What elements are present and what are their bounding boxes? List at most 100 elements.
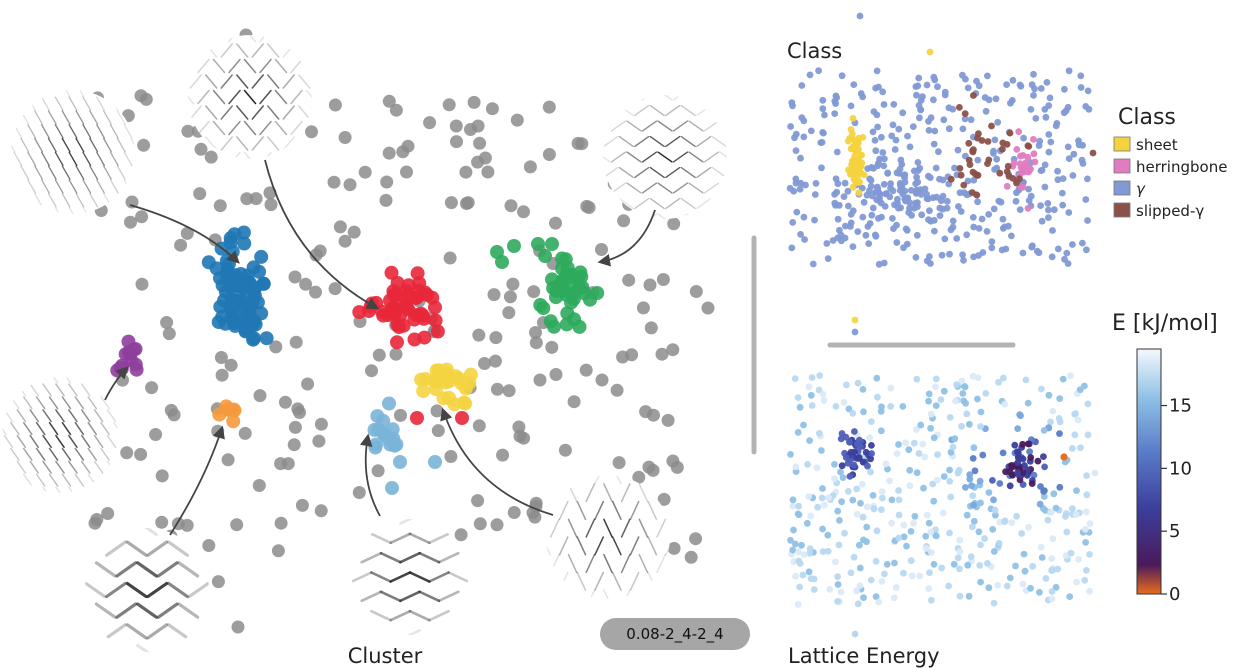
- motif-molecule: [29, 383, 40, 397]
- unclustered-point: [496, 448, 510, 462]
- energy-point: [795, 502, 802, 510]
- cluster-point: [259, 331, 274, 346]
- class-point-gamma: [1082, 196, 1090, 203]
- energy-point: [824, 531, 832, 539]
- motif-molecule: [634, 135, 650, 148]
- cluster-point: [428, 313, 443, 328]
- colorbar-ticks: 0 5 10 15: [1161, 396, 1192, 605]
- class-point-gamma: [926, 207, 933, 215]
- unclustered-point: [667, 217, 681, 231]
- unclustered-point: [135, 210, 149, 224]
- unclustered-point: [656, 273, 670, 286]
- motif-molecule: [41, 96, 50, 111]
- energy-point: [1045, 391, 1053, 399]
- energy-point: [843, 381, 850, 389]
- motif-molecule: [267, 105, 280, 120]
- class-point-gamma: [954, 146, 962, 154]
- class-point-gamma: [961, 115, 969, 123]
- motif-molecule: [236, 105, 249, 120]
- energy-point: [862, 448, 870, 456]
- energy-point: [787, 536, 794, 544]
- cluster-point: [248, 317, 263, 332]
- energy-point: [831, 461, 838, 468]
- class-point-slipped-gamma: [1009, 175, 1017, 182]
- class-point-gamma: [1003, 81, 1010, 88]
- energy-point: [967, 553, 975, 561]
- class-point-gamma: [893, 221, 900, 229]
- energy-point: [915, 450, 923, 457]
- class-point-slipped-gamma: [1003, 141, 1011, 148]
- class-point-gamma: [931, 227, 938, 235]
- unclustered-point: [264, 198, 278, 212]
- class-point: [856, 12, 864, 20]
- class-point-gamma: [1084, 217, 1091, 224]
- class-point-gamma: [1065, 155, 1073, 163]
- energy-point: [874, 393, 881, 401]
- class-point-gamma: [899, 109, 907, 117]
- motif-molecule: [418, 551, 441, 564]
- class-point-gamma: [1070, 150, 1078, 158]
- motif-molecule: [109, 124, 119, 139]
- class-point-gamma: [913, 91, 920, 99]
- energy-point: [932, 383, 939, 391]
- motif-molecule: [629, 571, 640, 591]
- cluster-arrow: [264, 159, 380, 310]
- motif-molecule: [212, 120, 226, 136]
- energy-point: [908, 572, 916, 580]
- motif-molecule: [82, 206, 92, 214]
- motif-molecule: [641, 120, 658, 132]
- class-point-gamma: [1032, 115, 1040, 122]
- motif-molecule: [665, 166, 681, 179]
- unclustered-point: [164, 403, 178, 417]
- class-point-gamma: [821, 111, 828, 119]
- motif-molecule: [228, 89, 241, 105]
- class-point-gamma: [916, 114, 923, 122]
- motif-molecule: [68, 460, 78, 474]
- class-point-gamma: [832, 92, 840, 100]
- motif-molecule: [94, 561, 117, 578]
- class-point-gamma: [1045, 148, 1053, 156]
- class-point-gamma: [912, 199, 919, 207]
- cluster-point: [531, 237, 545, 251]
- class-point-gamma: [903, 195, 910, 203]
- class-point-gamma: [788, 244, 796, 252]
- energy-point: [1018, 530, 1026, 537]
- class-point-slipped-gamma: [970, 92, 977, 99]
- energy-point: [960, 397, 968, 405]
- motif-molecule: [74, 421, 85, 436]
- class-point-gamma: [963, 231, 971, 239]
- class-point-gamma: [1069, 241, 1076, 248]
- unclustered-point: [489, 331, 503, 345]
- unclustered-point: [684, 550, 698, 564]
- motif-molecule: [125, 623, 148, 640]
- unclustered-point: [478, 357, 491, 370]
- unclustered-point: [149, 428, 163, 441]
- energy-point: [857, 443, 864, 450]
- motif-molecule: [34, 193, 43, 208]
- energy-point: [920, 484, 927, 492]
- energy-point: [1013, 448, 1021, 456]
- class-point-gamma: [935, 148, 942, 156]
- legend-entry-herringbone: herringbone: [1113, 158, 1227, 176]
- motif-molecule: [100, 396, 110, 410]
- cluster-point: [381, 432, 396, 447]
- energy-point: [1011, 441, 1019, 449]
- unclustered-point: [180, 226, 194, 240]
- class-point-gamma: [847, 102, 855, 110]
- motif-molecule: [22, 396, 33, 410]
- energy-point: [1072, 511, 1080, 519]
- energy-point: [959, 390, 967, 397]
- energy-point: [794, 394, 802, 401]
- class-point-gamma: [891, 146, 899, 153]
- energy-point: [837, 468, 844, 476]
- unclustered-point: [295, 498, 309, 512]
- class-point-gamma: [931, 127, 939, 135]
- motif-molecule: [68, 486, 78, 493]
- unclustered-point: [289, 335, 303, 349]
- energy-point: [910, 519, 917, 527]
- motif-molecule: [146, 540, 169, 557]
- motif-molecule: [305, 89, 312, 105]
- motif-molecule: [290, 120, 303, 136]
- unclustered-point: [204, 150, 218, 164]
- class-point-gamma: [975, 252, 982, 259]
